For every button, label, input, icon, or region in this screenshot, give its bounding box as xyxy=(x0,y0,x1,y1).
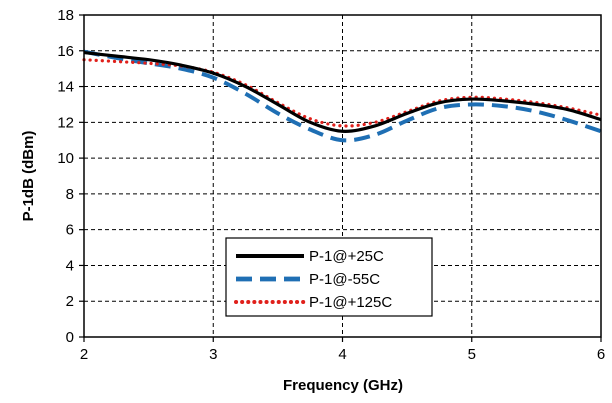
x-axis-title: Frequency (GHz) xyxy=(283,377,403,394)
x-tick-label: 6 xyxy=(597,346,605,363)
x-tick-label: 4 xyxy=(338,346,346,363)
series-line-1 xyxy=(83,50,602,133)
x-tick-label: 5 xyxy=(468,346,476,363)
y-tick-label: 14 xyxy=(57,79,74,96)
y-tick-label: 10 xyxy=(57,150,74,167)
y-axis-ticks: 0 2 4 6 8 10 12 14 16 18 xyxy=(57,7,84,346)
x-tick-label: 2 xyxy=(80,346,88,363)
y-tick-label: 8 xyxy=(66,186,74,203)
y-tick-label: 18 xyxy=(57,7,74,24)
y-tick-label: 2 xyxy=(66,293,74,310)
y-tick-label: 4 xyxy=(66,257,74,274)
series-line-2 xyxy=(83,49,602,143)
x-axis-ticks: 2 3 4 5 6 xyxy=(80,337,605,363)
y-tick-label: 0 xyxy=(66,329,74,346)
y-tick-label: 16 xyxy=(57,43,74,60)
legend: P-1@+25C P-1@-55C P-1@+125C xyxy=(225,237,433,317)
y-tick-label: 12 xyxy=(57,114,74,131)
x-tick-label: 3 xyxy=(209,346,217,363)
legend-label-3: P-1@+125C xyxy=(309,294,392,311)
series-line-3 xyxy=(82,58,603,128)
series-lines xyxy=(82,49,603,143)
legend-label-1: P-1@+25C xyxy=(309,248,384,265)
legend-label-2: P-1@-55C xyxy=(309,271,380,288)
grid xyxy=(84,15,601,337)
y-axis-title: P-1dB (dBm) xyxy=(20,131,37,222)
y-tick-label: 6 xyxy=(66,222,74,239)
